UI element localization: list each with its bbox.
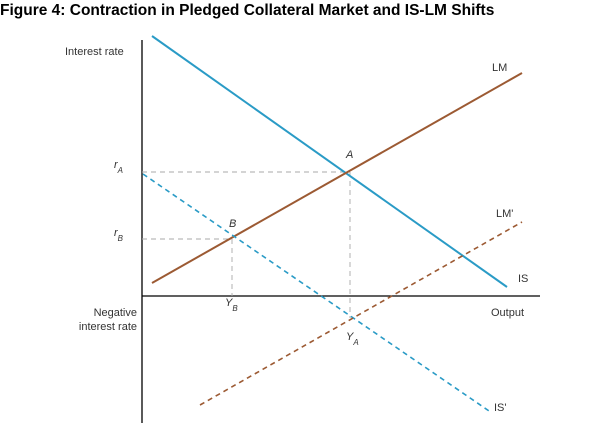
figure-title: Figure 4: Contraction in Pledged Collate… [0,2,495,19]
is-shifted-label: IS' [494,402,507,414]
is-curve [151,35,508,288]
point-b-label: B [229,218,236,230]
y-axis-label: Interest rate [65,46,124,58]
lm-shifted-label: LM' [496,208,513,220]
x-axis-label: Output [491,307,524,319]
negative-label-line2: interest rate [79,321,137,333]
lm-curve [151,72,523,284]
negative-label-line1: Negative [94,307,137,319]
is-label: IS [518,273,528,285]
is-shifted-curve [142,173,493,414]
point-a-label: A [345,149,353,161]
lm-shifted-curve [199,221,523,406]
r-a-label: rA [114,159,123,175]
y-b-label: YB [225,297,238,313]
lm-label: LM [492,62,507,74]
r-b-label: rB [114,227,124,243]
y-a-label: YA [346,331,359,347]
